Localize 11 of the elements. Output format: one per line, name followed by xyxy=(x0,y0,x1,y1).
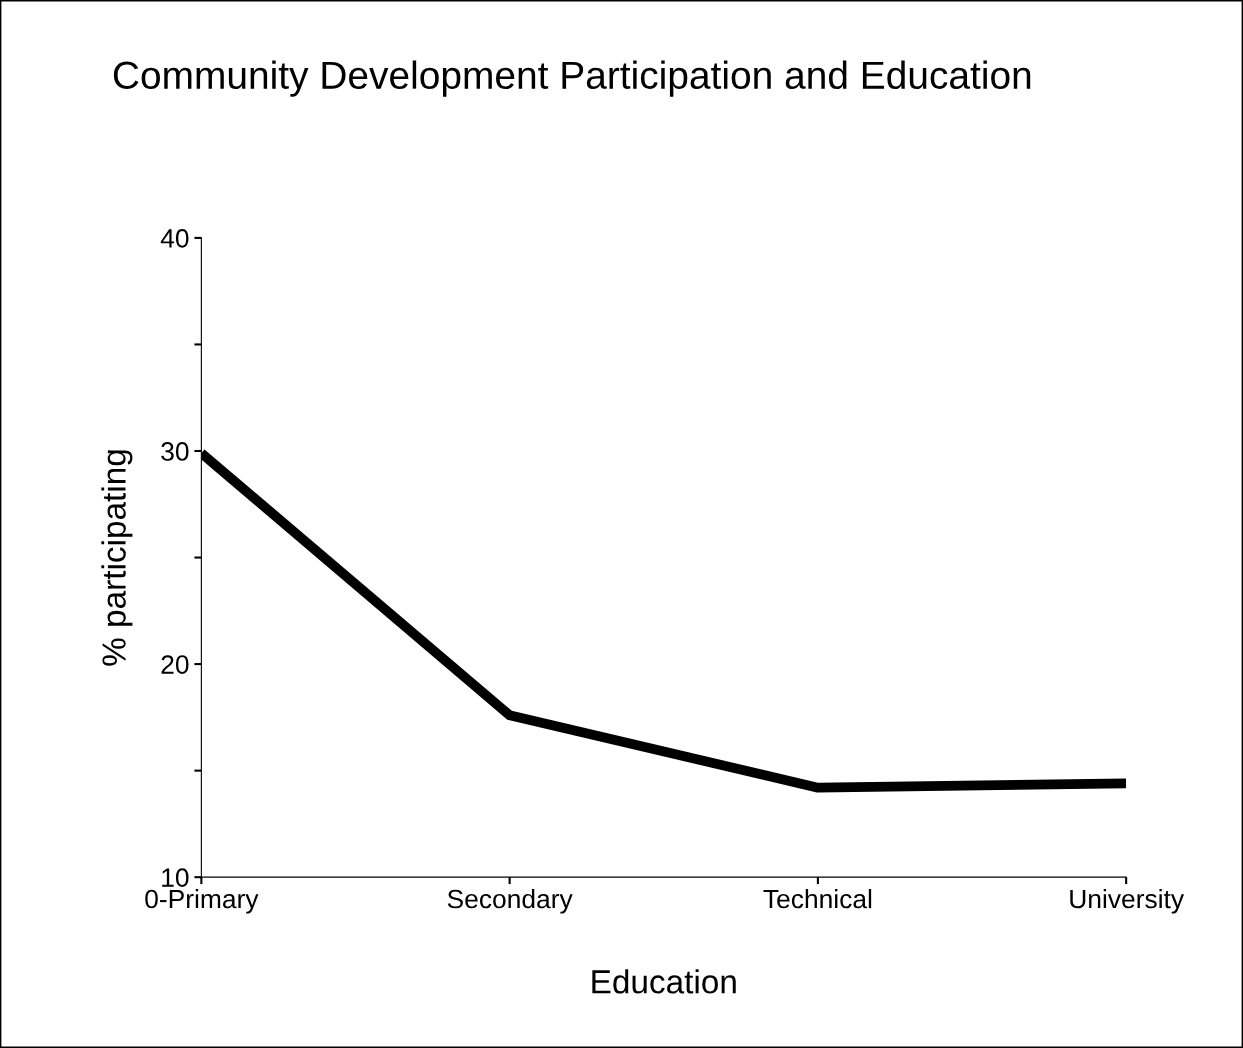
x-tick-label: 0-Primary xyxy=(145,888,259,914)
x-axis-title: Education xyxy=(592,969,736,994)
y-tick-label: 20 xyxy=(161,655,189,674)
y-tick-label: 10 xyxy=(162,868,189,887)
y-tick-label: 30 xyxy=(161,442,189,461)
y-axis-title: % participating xyxy=(101,450,133,666)
y-tick-label: 40 xyxy=(160,229,189,248)
x-tick-label: Technical xyxy=(763,888,872,909)
chart-title: Community Development Participation and Education xyxy=(113,60,1031,97)
x-tick-label: University xyxy=(1070,888,1185,914)
x-tick-label: Secondary xyxy=(447,888,573,914)
